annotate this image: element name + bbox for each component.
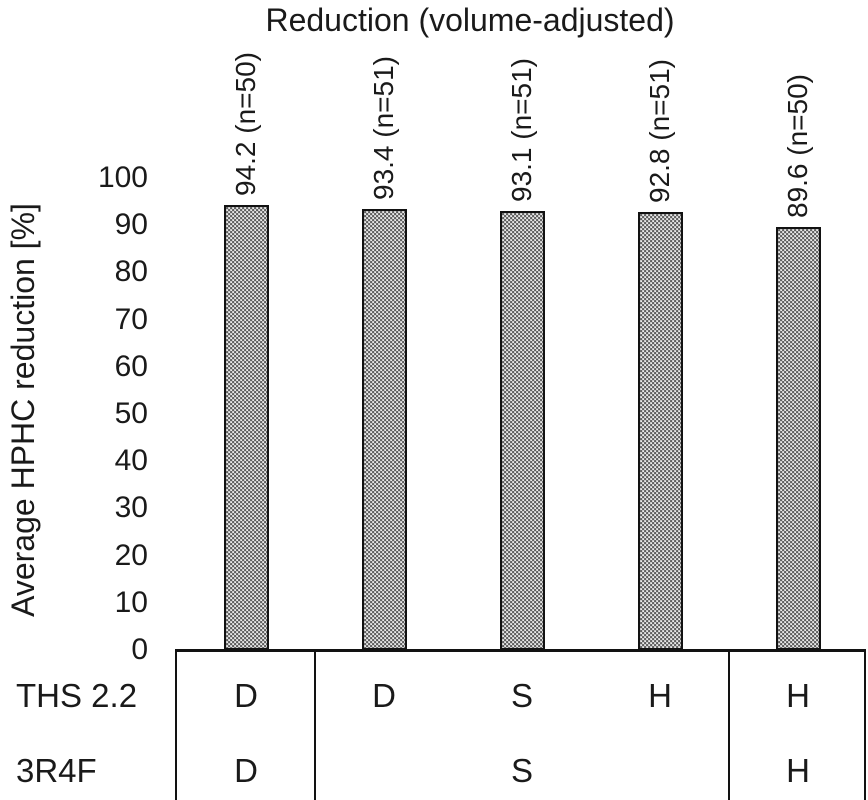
bar bbox=[361, 209, 407, 650]
condition-cell: D bbox=[372, 677, 396, 714]
y-tick-label: 80 bbox=[114, 255, 148, 289]
condition-cell: S bbox=[510, 752, 533, 789]
y-tick-label: 20 bbox=[114, 538, 148, 572]
bar bbox=[637, 212, 683, 650]
table-row-label-ths22: THS 2.2 bbox=[16, 677, 138, 714]
y-tick-label: 70 bbox=[114, 302, 148, 336]
table-border-line bbox=[728, 651, 730, 800]
condition-cell: H bbox=[648, 677, 672, 714]
condition-cell: D bbox=[234, 752, 258, 789]
y-tick-label: 90 bbox=[114, 208, 148, 242]
x-axis-line bbox=[175, 649, 866, 652]
bar-value-label: 93.1 (n=51) bbox=[506, 58, 537, 202]
chart-title: Reduction (volume-adjusted) bbox=[265, 2, 675, 38]
y-axis-title: Average HPHC reduction [%] bbox=[5, 203, 41, 617]
table-border-line bbox=[864, 651, 866, 800]
y-tick-label: 100 bbox=[97, 161, 148, 194]
table-row-label-3r4f: 3R4F bbox=[16, 752, 97, 789]
table-border-line bbox=[314, 651, 316, 800]
bar bbox=[223, 205, 269, 650]
bar bbox=[499, 211, 545, 650]
y-tick-label: 60 bbox=[114, 349, 148, 383]
bar bbox=[775, 227, 821, 650]
y-tick-label: 50 bbox=[114, 397, 148, 430]
bar-value-label: 89.6 (n=50) bbox=[782, 74, 813, 218]
condition-cell: D bbox=[234, 677, 258, 714]
bar-value-label: 94.2 (n=50) bbox=[230, 52, 261, 196]
condition-cell: H bbox=[786, 752, 810, 789]
bar-value-label: 93.4 (n=51) bbox=[368, 56, 399, 200]
bar-value-label: 92.8 (n=51) bbox=[644, 59, 675, 203]
condition-cell: H bbox=[786, 677, 810, 714]
y-tick-label: 0 bbox=[131, 633, 148, 666]
y-tick-label: 30 bbox=[114, 491, 148, 525]
table-border-line bbox=[175, 651, 177, 800]
y-tick-label: 10 bbox=[114, 585, 148, 619]
y-tick-label: 40 bbox=[114, 444, 148, 478]
condition-cell: S bbox=[510, 677, 533, 714]
